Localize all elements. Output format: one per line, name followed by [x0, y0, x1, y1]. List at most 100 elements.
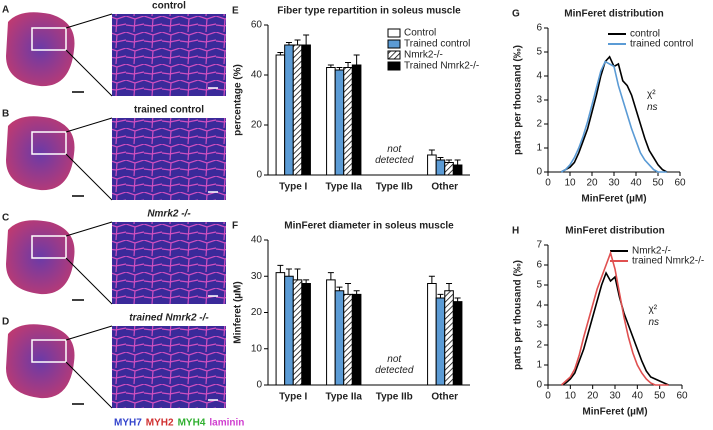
- y-tick-label: 3: [536, 95, 542, 106]
- bar: [284, 275, 294, 386]
- inset-box: [31, 339, 67, 363]
- legend-label: control: [630, 29, 660, 40]
- legend-label: Nmrk2-/-: [404, 50, 443, 61]
- error-bar: [437, 157, 444, 160]
- bar: [444, 290, 454, 386]
- bar: [326, 67, 336, 176]
- zoom-image: [112, 14, 226, 96]
- legend-swatch: [387, 28, 401, 38]
- x-tick-label: 50: [652, 178, 664, 189]
- stain-label: MYH7: [114, 418, 142, 429]
- x-tick-label: 30: [609, 391, 621, 402]
- tissue-section: [6, 116, 75, 191]
- y-tick-label: 4: [536, 300, 542, 311]
- series-line: [561, 271, 669, 386]
- zoom-image: [112, 222, 226, 304]
- bar: [351, 64, 362, 176]
- bar: [292, 279, 303, 386]
- error-bar: [353, 290, 360, 295]
- panel-label: G: [512, 9, 520, 20]
- error-bar: [285, 42, 292, 45]
- y-axis-label: percentage (%): [233, 64, 244, 136]
- panel-label: C: [2, 213, 9, 224]
- x-axis-label: MinFeret (µM): [582, 407, 647, 418]
- bar: [301, 283, 311, 386]
- x-tick-label: Type IIa: [326, 182, 363, 193]
- error-bar: [345, 62, 352, 68]
- y-tick-label: 0: [536, 167, 542, 178]
- legend-swatch: [387, 50, 401, 60]
- y-tick-label: 7: [536, 240, 542, 251]
- tissue-section: [6, 12, 75, 87]
- panel-label: F: [232, 221, 238, 232]
- error-bar: [336, 286, 343, 291]
- image-caption: Nmrk2 -/-: [147, 209, 191, 220]
- x-tick-label: 20: [586, 178, 598, 189]
- error-bar: [327, 272, 334, 280]
- bar: [435, 159, 446, 176]
- panel-label: E: [232, 6, 239, 17]
- chart-title: Fiber type repartition in soleus muscle: [277, 6, 461, 17]
- annotation: χ²: [649, 304, 658, 315]
- x-axis-label: MinFeret (µM): [581, 194, 646, 205]
- zoom-image: [112, 118, 226, 200]
- bar: [452, 164, 463, 176]
- x-tick-label: 30: [608, 178, 620, 189]
- bar: [334, 290, 345, 386]
- y-tick-label: 2: [536, 340, 542, 351]
- error-bar: [277, 52, 284, 55]
- legend-label: trained control: [630, 39, 693, 50]
- x-tick-label: 60: [676, 391, 688, 402]
- bar: [343, 293, 353, 386]
- stain-label: MYH4: [178, 418, 206, 429]
- inset-box: [31, 27, 67, 51]
- bar: [334, 69, 345, 176]
- x-tick-label: Type I: [279, 392, 307, 403]
- error-bar: [294, 39, 301, 45]
- y-tick-label: 2: [536, 119, 542, 130]
- x-tick-label: Type IIb: [376, 182, 413, 193]
- y-tick-label: 40: [251, 70, 263, 81]
- zoom-image: [112, 326, 226, 408]
- tissue-section: [6, 220, 75, 295]
- bar: [452, 301, 463, 386]
- error-bar: [303, 34, 310, 45]
- y-tick-label: 0: [536, 380, 542, 391]
- x-tick-label: Other: [431, 392, 458, 403]
- zoom-line: [65, 361, 113, 409]
- chart-title: MinFeret distribution: [564, 9, 663, 20]
- error-bar: [277, 264, 284, 273]
- zoom-line: [65, 221, 113, 237]
- tissue-section: [6, 324, 75, 399]
- x-tick-label: 10: [565, 391, 577, 402]
- y-tick-label: 6: [536, 23, 542, 34]
- y-tick-label: 4: [536, 71, 542, 82]
- y-tick-label: 60: [251, 20, 263, 31]
- x-tick-label: 20: [587, 391, 599, 402]
- bar: [292, 44, 303, 176]
- series-line: [560, 250, 669, 386]
- bar: [301, 44, 311, 176]
- legend-swatch: [387, 61, 401, 71]
- error-bar: [446, 159, 453, 163]
- x-tick-label: 50: [654, 391, 666, 402]
- y-axis-label: parts per thousand (‰): [513, 260, 524, 370]
- y-tick-label: 20: [251, 307, 263, 318]
- bar: [275, 54, 286, 176]
- legend-label: Trained control: [404, 39, 470, 50]
- legend-label: Nmrk2-/-: [632, 246, 671, 257]
- bar: [444, 162, 454, 176]
- zoom-line: [65, 325, 113, 341]
- y-tick-label: 5: [536, 280, 542, 291]
- error-bar: [285, 268, 292, 277]
- x-tick-label: 10: [564, 178, 576, 189]
- bar: [343, 67, 353, 176]
- y-tick-label: 3: [536, 320, 542, 331]
- error-bar: [353, 54, 360, 65]
- y-tick-label: 1: [536, 360, 542, 371]
- bar: [351, 293, 362, 386]
- zoom-line: [65, 13, 113, 29]
- y-tick-label: 10: [251, 343, 263, 354]
- inset-box: [31, 235, 67, 259]
- panel-label: A: [2, 5, 9, 16]
